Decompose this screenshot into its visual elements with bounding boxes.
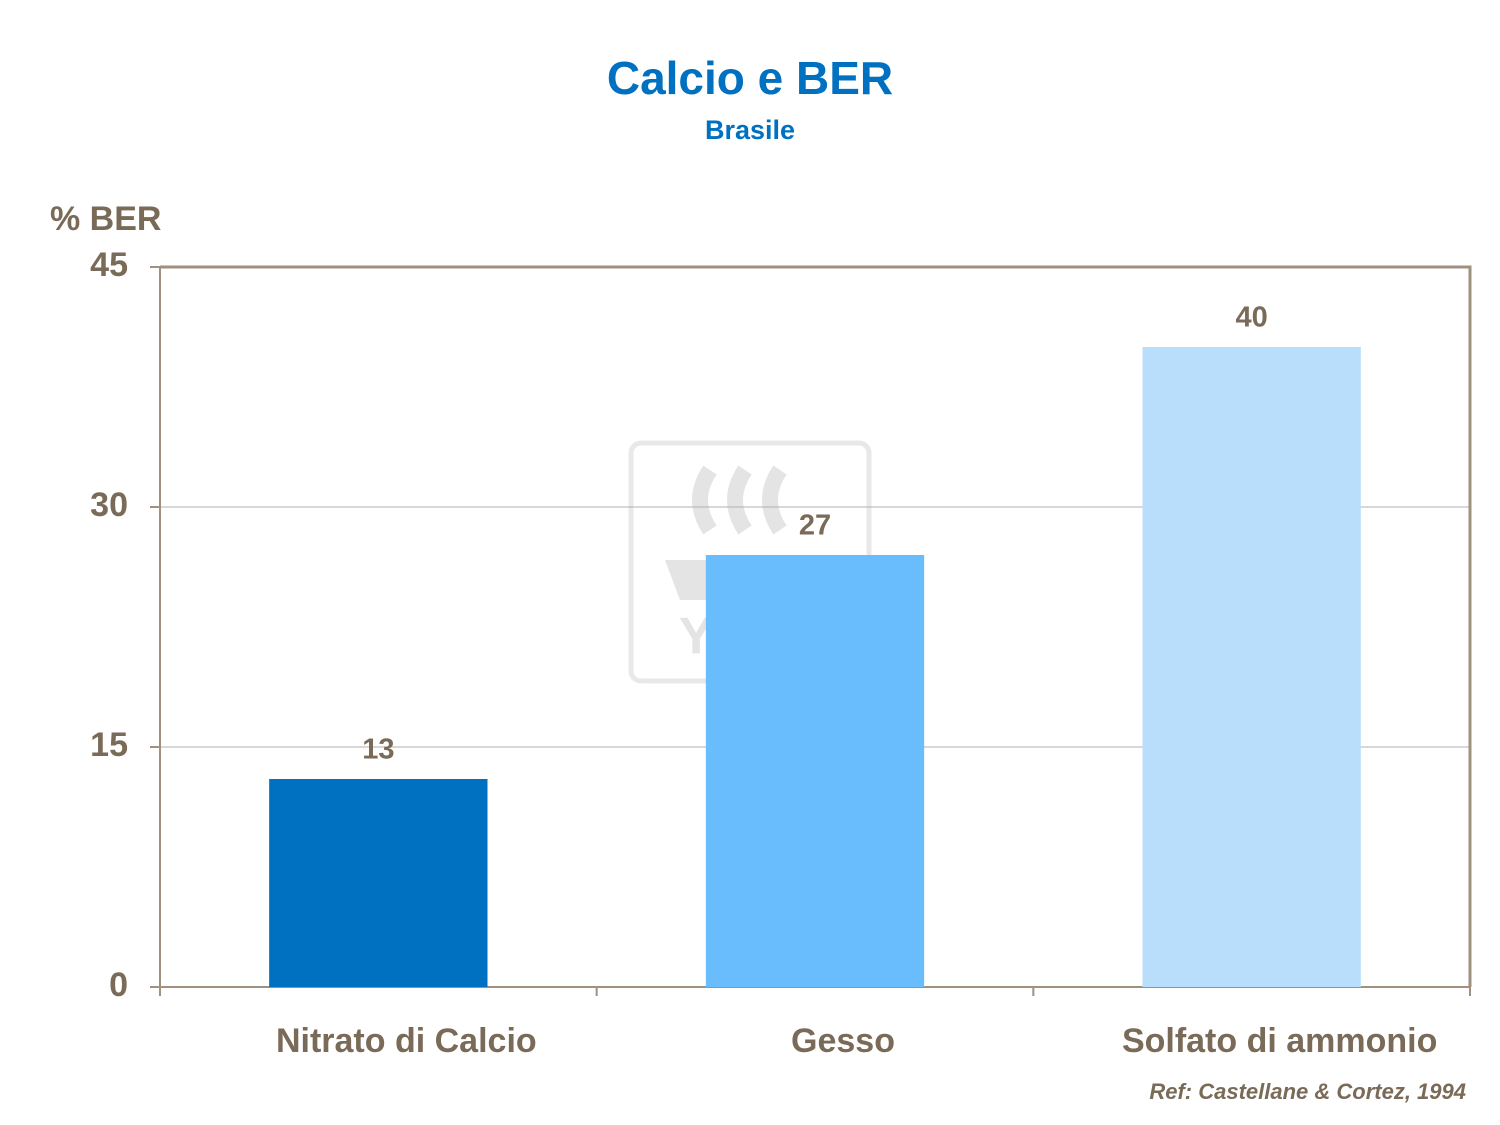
- x-tick-label: Nitrato di Calcio: [276, 1022, 537, 1060]
- bar: [1142, 347, 1361, 987]
- x-tick-label: Solfato di ammonio: [1122, 1022, 1437, 1060]
- y-tick-label: 0: [109, 966, 128, 1004]
- chart-title: Calcio e BER: [607, 52, 893, 104]
- bar: [705, 555, 925, 987]
- value-label: 13: [362, 734, 394, 766]
- y-tick-label: 45: [90, 246, 128, 284]
- chart-subtitle: Brasile: [705, 115, 795, 145]
- watermark-sail: [692, 465, 787, 535]
- bar: [269, 779, 488, 987]
- value-label: 40: [1236, 302, 1268, 334]
- y-tick-label: 15: [90, 726, 128, 764]
- y-axis-label: % BER: [50, 200, 161, 238]
- x-tick-label: Gesso: [791, 1022, 895, 1060]
- y-tick-label: 30: [90, 486, 128, 524]
- plot-border: [160, 265, 1472, 987]
- value-label: 27: [799, 510, 831, 542]
- reference-note: Ref: Castellane & Cortez, 1994: [1149, 1079, 1466, 1104]
